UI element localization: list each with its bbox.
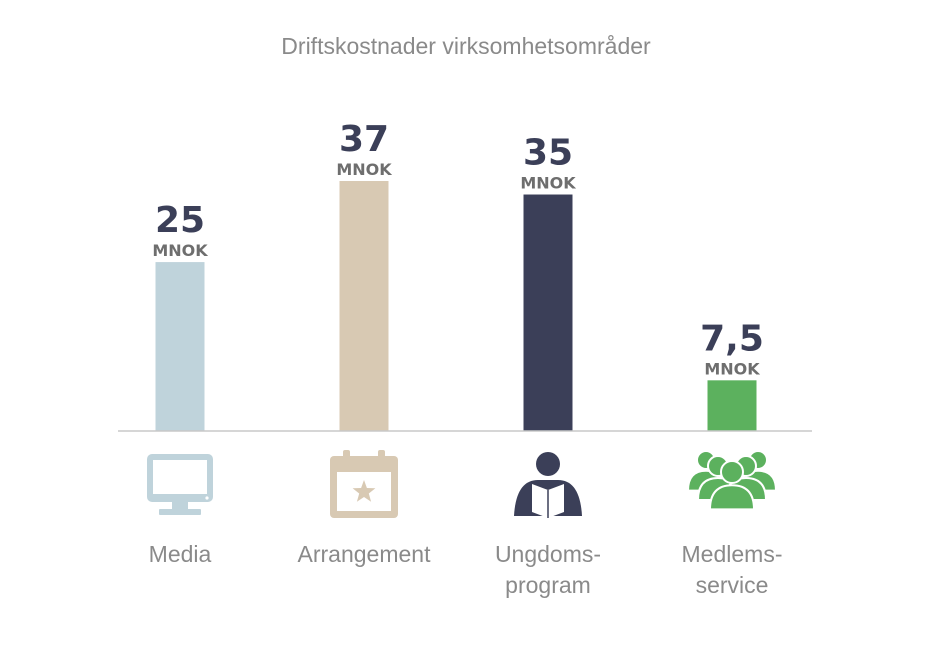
category-label: program: [505, 572, 591, 598]
calendar-star-icon: [330, 450, 398, 518]
unit-label: MNOK: [520, 174, 576, 193]
category-label: Medlems-: [682, 541, 783, 567]
monitor-icon: [147, 454, 213, 515]
category-labels-group: Media Arrangement Ungdoms-program Medlems-s…: [149, 541, 783, 598]
unit-label: MNOK: [704, 359, 760, 378]
category-label: Media: [149, 541, 212, 567]
group-icon: [686, 450, 778, 511]
unit-label: MNOK: [336, 160, 392, 179]
value-label: 35: [523, 133, 573, 174]
reader-icon: [514, 452, 582, 518]
value-label: 25: [155, 200, 205, 241]
unit-label: MNOK: [152, 241, 208, 260]
bar: [339, 181, 389, 431]
bar: [523, 194, 573, 431]
bar: [155, 262, 205, 431]
category-label: service: [696, 572, 769, 598]
value-label: 37: [339, 119, 389, 160]
icons-group: [147, 450, 778, 518]
value-label: 7,5: [700, 318, 764, 359]
bar: [707, 380, 757, 431]
chart-title: Driftskostnader virksomhetsområder: [281, 33, 651, 59]
category-label: Ungdoms-: [495, 541, 601, 567]
category-label: Arrangement: [298, 541, 432, 567]
